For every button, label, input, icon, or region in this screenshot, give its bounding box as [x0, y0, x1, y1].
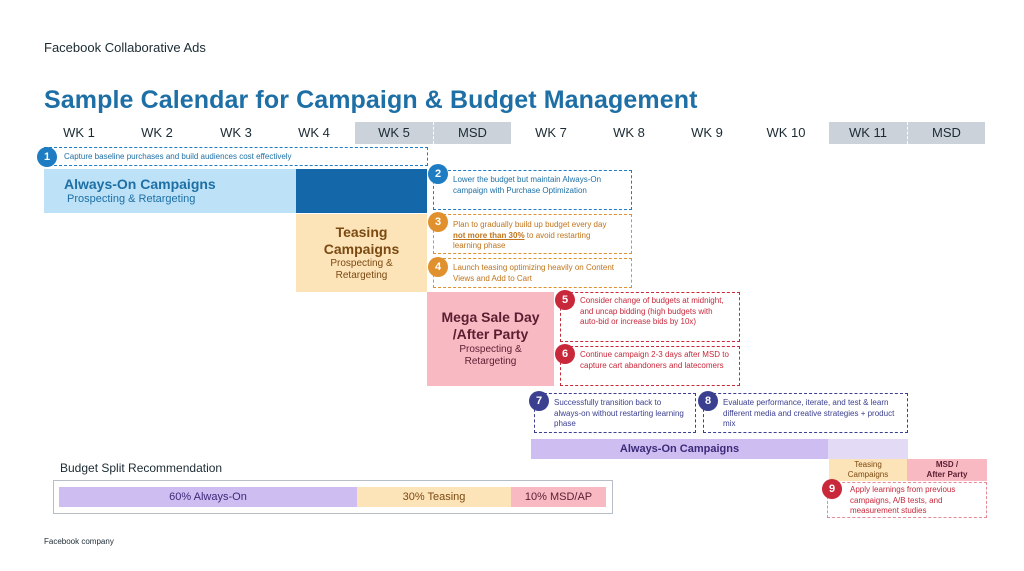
step-3-text: Plan to gradually build up budget every …	[453, 220, 613, 252]
step-7-box	[534, 393, 696, 433]
always-on-title: Always-On Campaigns	[64, 176, 216, 192]
step-3-text-start: Plan to gradually build up budget every …	[453, 220, 607, 229]
teasing-title-line-2: Campaigns	[323, 241, 400, 257]
step-3-badge: 3	[428, 212, 448, 232]
step-8-badge: 8	[698, 391, 718, 411]
always-on-bar-2: Always-On Campaigns	[531, 439, 828, 459]
always-on-block: Always-On Campaigns Prospecting & Retarg…	[44, 169, 296, 213]
budget-msd: 10% MSD/AP	[511, 487, 606, 507]
week-11: WK 11	[829, 122, 907, 144]
week-1: WK 1	[63, 125, 95, 140]
mega-sale-block: Mega Sale Day /After Party Prospecting &…	[427, 292, 554, 386]
week-9: WK 9	[691, 125, 723, 140]
always-on-subtitle: Prospecting & Retargeting	[67, 193, 196, 205]
week-7: WK 7	[535, 125, 567, 140]
step-5-badge: 5	[555, 290, 575, 310]
teasing-small-line-2: Campaigns	[847, 470, 889, 479]
step-6-badge: 6	[555, 344, 575, 364]
step-4-badge: 4	[428, 257, 448, 277]
step-2-box	[433, 170, 632, 210]
budget-always-on: 60% Always-On	[59, 487, 357, 507]
step-7-text: Successfully transition back to always-o…	[554, 398, 684, 428]
budget-heading: Budget Split Recommendation	[60, 461, 223, 475]
brand-label: Facebook Collaborative Ads	[44, 40, 206, 55]
footer-label: Facebook company	[44, 537, 114, 546]
mega-sale-title: Mega Sale Day /After Party	[427, 309, 554, 343]
step-1-badge: 1	[37, 147, 57, 167]
step-2-text: Lower the budget but maintain Always-On …	[453, 175, 602, 195]
always-on-reduced-block	[296, 169, 427, 213]
budget-teasing: 30% Teasing	[357, 487, 511, 507]
msd-small-line-2: After Party	[926, 470, 968, 479]
step-5-box	[560, 292, 740, 342]
step-4-text: Launch teasing optimizing heavily on Con…	[453, 263, 614, 283]
teasing-block: Teasing Campaigns Prospecting & Retarget…	[296, 214, 427, 292]
teasing-subtitle-line-2: Retargeting	[335, 270, 388, 281]
step-9-badge: 9	[822, 479, 842, 499]
teasing-title-line-1: Teasing	[335, 224, 388, 240]
step-6-box	[560, 346, 740, 386]
step-3-text-emphasis: not more than 30%	[453, 230, 525, 240]
step-9-text: Apply learnings from previous campaigns,…	[850, 485, 956, 515]
step-8-box	[703, 393, 908, 433]
week-4: WK 4	[298, 125, 330, 140]
week-msd-2: MSD	[907, 122, 985, 144]
msd-small-block: MSD / After Party	[907, 459, 987, 481]
mega-sale-title-line-1: Mega Sale Day	[441, 309, 540, 325]
week-5: WK 5	[355, 122, 433, 144]
week-3: WK 3	[220, 125, 252, 140]
budget-split-frame	[53, 480, 613, 514]
teasing-title: Teasing Campaigns	[296, 224, 427, 258]
always-on-bar-2-tail	[828, 439, 908, 459]
step-3-box	[433, 214, 632, 254]
step-1-text: Capture baseline purchases and build aud…	[64, 152, 292, 161]
mega-sale-title-line-2: /After Party	[452, 326, 529, 342]
step-5-text: Consider change of budgets at midnight, …	[580, 296, 724, 326]
step-6-text: Continue campaign 2-3 days after MSD to …	[580, 350, 729, 370]
teasing-small-block: Teasing Campaigns	[829, 459, 907, 481]
week-10: WK 10	[766, 125, 806, 140]
msd-small-line-1: MSD /	[935, 460, 959, 469]
step-8-text: Evaluate performance, iterate, and test …	[723, 398, 895, 428]
week-8: WK 8	[613, 125, 645, 140]
mega-sale-subtitle-line-1: Prospecting &	[459, 344, 522, 355]
step-7-badge: 7	[529, 391, 549, 411]
mega-sale-subtitle-line-2: Retargeting	[464, 356, 517, 367]
step-9-box	[827, 482, 987, 518]
step-2-badge: 2	[428, 164, 448, 184]
teasing-subtitle-line-1: Prospecting &	[330, 258, 393, 269]
teasing-small-line-1: Teasing	[854, 460, 882, 469]
page-title: Sample Calendar for Campaign & Budget Ma…	[44, 86, 698, 114]
mega-sale-subtitle: Prospecting & Retargeting	[427, 344, 554, 368]
week-msd-1: MSD	[433, 122, 511, 144]
step-3-text-end: to avoid restarting learning phase	[453, 230, 591, 251]
week-2: WK 2	[141, 125, 173, 140]
teasing-subtitle: Prospecting & Retargeting	[296, 258, 427, 282]
